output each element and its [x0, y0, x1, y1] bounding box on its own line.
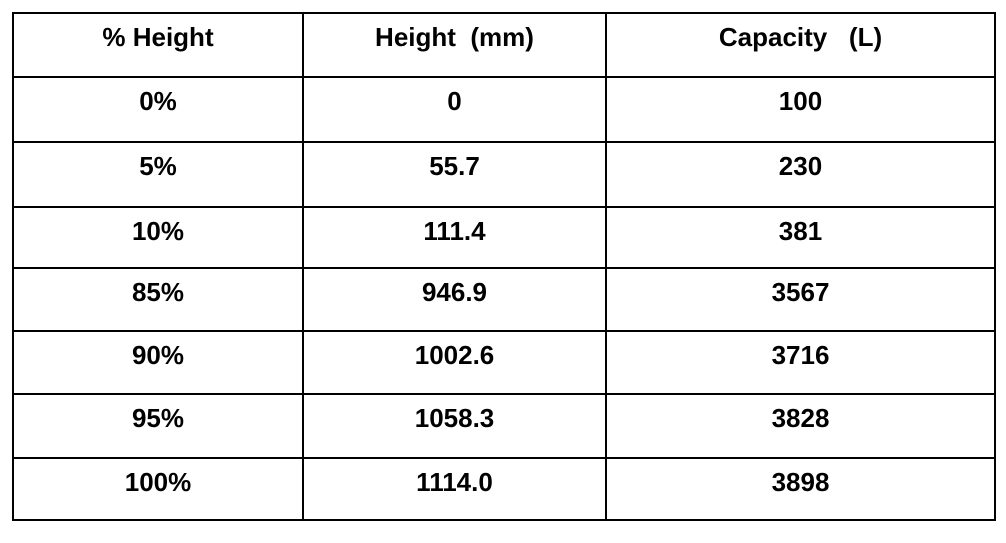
tank-capacity-table-container: % Height Height (mm) Capacity (L) 0% 0 1… — [12, 12, 996, 521]
cell-percent-height: 5% — [12, 141, 304, 208]
cell-percent-height: 100% — [12, 457, 304, 521]
cell-text: 1058.3 — [414, 403, 495, 433]
cell-capacity-l: 3898 — [605, 457, 996, 521]
table-row: 10% 111.4 381 — [12, 206, 996, 269]
cell-capacity-l: 230 — [605, 141, 996, 208]
cell-capacity-l: 3567 — [605, 267, 996, 332]
cell-text: 230 — [778, 151, 823, 181]
cell-capacity-l: 3716 — [605, 330, 996, 395]
cell-height-mm: 0 — [302, 76, 607, 143]
cell-percent-height: 95% — [12, 393, 304, 459]
cell-text: 3716 — [771, 340, 830, 370]
cell-text: 1002.6 — [414, 340, 495, 370]
table-row: 90% 1002.6 3716 — [12, 330, 996, 395]
cell-text: 100% — [124, 467, 192, 497]
cell-percent-height: 0% — [12, 76, 304, 143]
table-header-row: % Height Height (mm) Capacity (L) — [12, 12, 996, 78]
cell-text: 85% — [131, 277, 185, 307]
cell-text: 3828 — [771, 403, 830, 433]
cell-text: 0 — [447, 86, 462, 116]
cell-capacity-l: 3828 — [605, 393, 996, 459]
cell-text: 111.4 — [423, 216, 486, 246]
cell-text: 1114.0 — [416, 467, 493, 497]
header-capacity-l: Capacity (L) — [605, 12, 996, 78]
cell-percent-height: 85% — [12, 267, 304, 332]
header-height-mm: Height (mm) — [302, 12, 607, 78]
cell-text: 381 — [778, 216, 823, 246]
cell-text: 946.9 — [421, 277, 488, 307]
cell-text: 100 — [778, 86, 823, 116]
cell-height-mm: 111.4 — [302, 206, 607, 269]
cell-text: 95% — [131, 403, 185, 433]
cell-text: 0% — [139, 86, 177, 116]
header-label: Capacity (L) — [718, 22, 883, 52]
cell-text: 90% — [131, 340, 185, 370]
cell-text: 3898 — [771, 467, 830, 497]
cell-height-mm: 946.9 — [302, 267, 607, 332]
table-row: 0% 0 100 — [12, 76, 996, 143]
header-label: Height (mm) — [375, 22, 534, 52]
cell-text: 55.7 — [429, 151, 480, 181]
cell-height-mm: 1002.6 — [302, 330, 607, 395]
cell-text: 5% — [139, 151, 177, 181]
cell-capacity-l: 381 — [605, 206, 996, 269]
cell-height-mm: 1058.3 — [302, 393, 607, 459]
table-row: 95% 1058.3 3828 — [12, 393, 996, 459]
cell-text: 10% — [131, 216, 185, 246]
table-row: 5% 55.7 230 — [12, 141, 996, 208]
cell-height-mm: 1114.0 — [302, 457, 607, 521]
header-percent-height: % Height — [12, 12, 304, 78]
header-label: % Height — [102, 22, 214, 52]
cell-percent-height: 90% — [12, 330, 304, 395]
cell-percent-height: 10% — [12, 206, 304, 269]
tank-capacity-table: % Height Height (mm) Capacity (L) 0% 0 1… — [12, 12, 996, 521]
table-row: 85% 946.9 3567 — [12, 267, 996, 332]
cell-capacity-l: 100 — [605, 76, 996, 143]
cell-height-mm: 55.7 — [302, 141, 607, 208]
cell-text: 3567 — [771, 277, 830, 307]
table-row: 100% 1114.0 3898 — [12, 457, 996, 521]
